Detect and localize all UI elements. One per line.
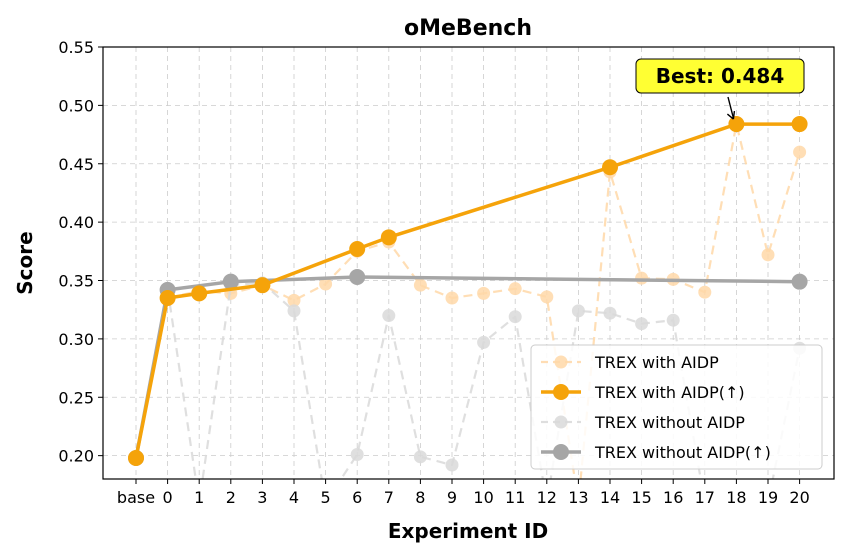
series-point (477, 335, 491, 349)
y-tick-label: 0.50 (58, 96, 94, 115)
annotation-arrowhead (726, 110, 736, 120)
legend-label: TREX with AIDP (594, 353, 719, 372)
series-point (287, 304, 301, 318)
annotation-text: Best: 0.484 (656, 64, 785, 88)
series-point (666, 313, 680, 327)
series-point (571, 304, 585, 318)
series-point (791, 116, 808, 133)
series-point (508, 282, 522, 296)
legend-label: TREX without AIDP (594, 413, 745, 432)
x-tick-label: 10 (473, 488, 493, 507)
y-tick-label: 0.20 (58, 447, 94, 466)
x-tick-label: 11 (505, 488, 525, 507)
series-point (159, 290, 176, 307)
series-point (191, 285, 208, 302)
x-axis-title: Experiment ID (388, 519, 548, 543)
plot-frame (102, 46, 835, 480)
series-point (477, 286, 491, 300)
x-tick-label: 18 (726, 488, 746, 507)
x-tick-label: 20 (789, 488, 809, 507)
series-point (508, 310, 522, 324)
series-point (698, 285, 712, 299)
series-point (761, 248, 775, 262)
x-tick-label: 8 (415, 488, 425, 507)
y-tick-label: 0.55 (58, 38, 94, 57)
series-point (319, 277, 333, 291)
series-point (793, 145, 807, 159)
x-tick-label: 9 (447, 488, 457, 507)
x-tick-label: 16 (663, 488, 683, 507)
x-axis: base 0 1 2 3 4 5 6 7 8 9 10 11 12 13 14 15 16 17 18 19 20 (117, 479, 810, 507)
x-tick-label: 4 (289, 488, 299, 507)
x-tick-label: 5 (321, 488, 331, 507)
legend-label: TREX with AIDP(↑) (594, 383, 745, 402)
series-point (350, 447, 364, 461)
legend: TREX with AIDP TREX with AIDP(↑) TREX with… (530, 344, 823, 470)
legend-label: TREX without AIDP(↑) (594, 443, 771, 462)
series-point (635, 317, 649, 331)
x-tick-label: 2 (226, 488, 236, 507)
chart-title: oMeBench (404, 16, 532, 41)
annotation-arrow (727, 96, 735, 119)
x-tick-label: 15 (631, 488, 651, 507)
y-tick-label: 0.25 (58, 388, 94, 407)
series-point (791, 273, 808, 290)
series-point (382, 309, 396, 323)
series-point (287, 293, 301, 307)
y-axis-title: Score (13, 231, 37, 294)
y-tick-label: 0.35 (58, 272, 94, 291)
x-tick-label: 17 (695, 488, 715, 507)
annotation-box (635, 58, 805, 94)
series-point (445, 458, 459, 472)
y-axis: 0.20 0.25 0.30 0.35 0.40 0.45 0.50 0.55 (58, 38, 103, 466)
legend-swatch-marker (554, 355, 568, 369)
series-point (540, 290, 554, 304)
y-tick-label: 0.45 (58, 155, 94, 174)
legend-box (530, 344, 823, 470)
x-tick-label: 7 (384, 488, 394, 507)
x-tick-label: 1 (194, 488, 204, 507)
x-tick-label: base (117, 488, 155, 507)
x-tick-label: 13 (568, 488, 588, 507)
series-point (635, 271, 649, 285)
series-point (413, 450, 427, 464)
x-tick-label: 19 (758, 488, 778, 507)
series-point (413, 278, 427, 292)
series-point (254, 277, 271, 294)
series-point (349, 269, 366, 286)
series-point (349, 240, 366, 257)
legend-swatch-marker (554, 415, 568, 429)
x-tick-label: 12 (537, 488, 557, 507)
legend-swatch-marker (553, 444, 569, 460)
legend-swatch-marker (553, 384, 569, 400)
series-point (380, 229, 397, 246)
y-tick-label: 0.40 (58, 213, 94, 232)
series-point (222, 273, 239, 290)
x-tick-label: 3 (257, 488, 267, 507)
x-tick-label: 6 (352, 488, 362, 507)
best-annotation: Best: 0.484 (635, 58, 805, 120)
y-tick-label: 0.30 (58, 330, 94, 349)
x-tick-label: 14 (600, 488, 620, 507)
series-point (445, 291, 459, 305)
series-point (602, 159, 618, 176)
series-point (128, 449, 144, 466)
series-point (728, 116, 745, 133)
series-point (603, 306, 617, 320)
x-tick-label: 0 (163, 488, 173, 507)
